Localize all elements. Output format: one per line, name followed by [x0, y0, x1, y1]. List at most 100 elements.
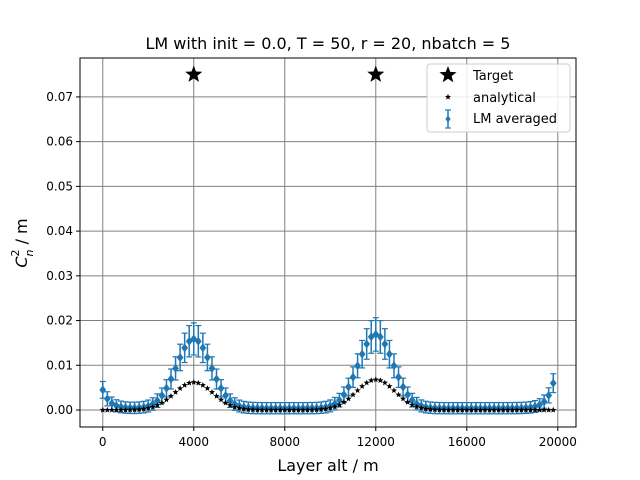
series-layer: [99, 65, 557, 415]
analytical-point: [340, 398, 347, 405]
analytical-point: [218, 396, 225, 403]
analytical-point: [440, 406, 448, 413]
analytical-point: [500, 406, 507, 413]
legend-target-star: [439, 66, 457, 83]
analytical-point: [113, 406, 120, 413]
legend: Target analytical LM averaged: [426, 63, 571, 133]
analytical-point: [545, 406, 552, 413]
lm-point: [163, 383, 170, 393]
analytical-point: [204, 385, 211, 391]
analytical-point: [309, 406, 316, 413]
lm-point: [176, 352, 184, 362]
analytical-point: [368, 377, 375, 384]
analytical-point: [254, 406, 261, 413]
analytical-point: [400, 395, 407, 402]
analytical-point: [486, 406, 493, 413]
analytical-point: [172, 389, 179, 395]
lm-point: [181, 343, 189, 353]
analytical-point: [163, 396, 170, 403]
analytical-point: [127, 406, 134, 413]
x-tick-label: 12000: [357, 435, 395, 449]
y-tick-label: 0.05: [46, 179, 73, 193]
lm-point: [340, 390, 348, 400]
legend-analytical-star: [444, 93, 452, 100]
lm-point: [158, 391, 166, 401]
analytical-point: [495, 406, 502, 413]
analytical-point: [299, 406, 307, 413]
lm-point: [549, 378, 557, 388]
lm-point: [399, 382, 407, 392]
analytical-point: [236, 405, 243, 411]
analytical-point: [313, 406, 320, 413]
analytical-point: [513, 406, 520, 413]
analytical-point: [186, 379, 193, 386]
analytical-point: [195, 379, 202, 386]
x-axis-title: Layer alt / m: [277, 456, 378, 475]
y-tick-label: 0.03: [46, 269, 73, 283]
series-target: [185, 65, 385, 82]
analytical-point: [145, 405, 152, 411]
analytical-point: [108, 406, 115, 413]
y-axis-title: Cn2 / m: [9, 218, 36, 267]
analytical-point: [522, 406, 529, 413]
analytical-point: [463, 406, 470, 413]
analytical-point: [99, 406, 106, 413]
analytical-point: [136, 406, 143, 413]
lm-point: [113, 401, 120, 411]
legend-label-lm: LM averaged: [473, 112, 557, 127]
analytical-point: [409, 401, 416, 408]
y-tick-label: 0.00: [46, 403, 73, 417]
y-tick-label: 0.06: [46, 135, 73, 149]
x-tick-label: 20000: [539, 435, 577, 449]
lm-point: [358, 349, 366, 359]
x-tick-label: 8000: [269, 435, 300, 449]
legend-label-analytical: analytical: [473, 91, 536, 106]
analytical-point: [359, 383, 366, 389]
analytical-point: [422, 405, 429, 412]
analytical-point: [404, 398, 411, 405]
analytical-point: [377, 377, 384, 384]
lm-point: [217, 383, 225, 393]
analytical-point: [122, 406, 129, 413]
analytical-point: [504, 406, 511, 413]
grid: [80, 58, 576, 427]
analytical-point: [263, 406, 270, 413]
analytical-point: [249, 406, 256, 413]
analytical-point: [318, 406, 325, 413]
y-tick-label: 0.01: [46, 358, 73, 372]
analytical-point: [345, 395, 352, 402]
analytical-point: [354, 387, 361, 394]
analytical-point: [104, 406, 111, 413]
y-tick-label: 0.02: [46, 314, 73, 328]
lm-point: [536, 400, 543, 410]
analytical-point: [258, 406, 266, 413]
analytical-point: [231, 403, 238, 410]
analytical-point: [277, 406, 284, 413]
analytical-point: [190, 379, 197, 385]
analytical-point: [327, 404, 334, 411]
legend-lm-diamond: [445, 115, 451, 123]
analytical-point: [181, 381, 188, 388]
analytical-point: [286, 406, 293, 413]
lm-point: [381, 339, 389, 349]
lm-point: [390, 361, 398, 371]
analytical-point: [481, 406, 489, 413]
analytical-point: [436, 406, 443, 413]
analytical-point: [363, 379, 370, 386]
analytical-point: [281, 406, 288, 413]
analytical-point: [208, 389, 216, 395]
target-point: [367, 65, 385, 82]
analytical-point: [295, 406, 302, 413]
analytical-point: [509, 406, 516, 413]
analytical-point: [154, 402, 161, 408]
analytical-point: [268, 406, 275, 413]
y-tick-label: 0.04: [46, 224, 73, 238]
legend-lm-errorbar-icon: [445, 109, 451, 129]
legend-analytical-star-icon: [444, 93, 452, 100]
analytical-point: [290, 406, 297, 413]
lm-point: [226, 396, 234, 406]
analytical-point: [532, 406, 539, 413]
analytical-point: [418, 404, 425, 411]
analytical-point: [445, 406, 452, 413]
